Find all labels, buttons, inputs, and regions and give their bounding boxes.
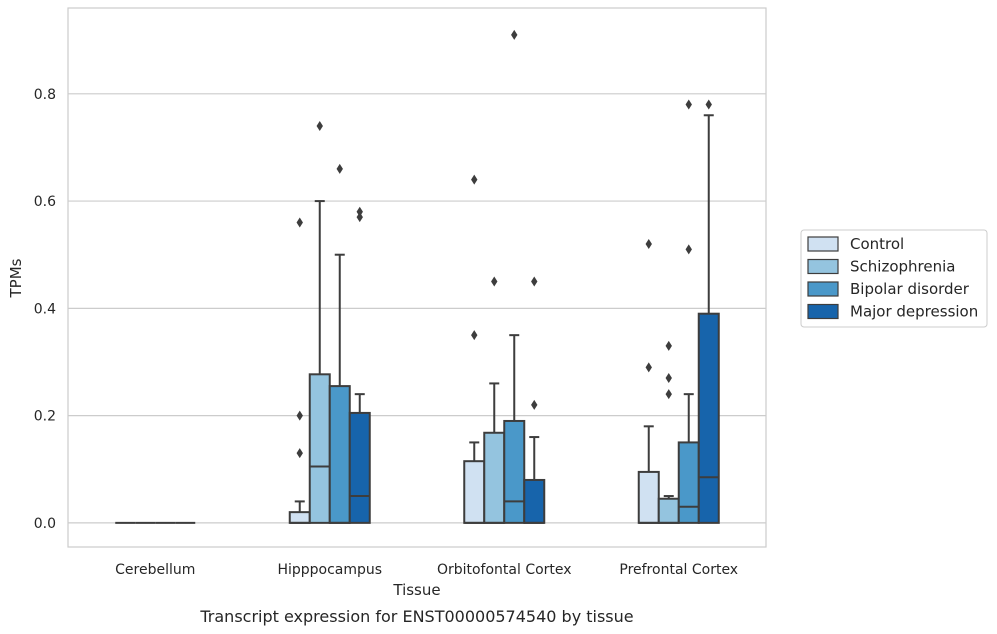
plot-frame [67,7,767,548]
boxes [115,29,720,524]
legend-label: Schizophrenia [850,258,955,276]
box-3-3 [697,99,720,524]
x-tick-label: Orbitofontal Cortex [437,562,572,578]
x-tick-label: Cerebellum [115,562,195,578]
legend-label: Control [850,235,904,253]
outlier-point [296,448,303,459]
outlier-point [665,389,672,400]
outlier-point [296,217,303,228]
box [483,431,506,524]
outlier-point [491,276,498,287]
outlier-point [356,206,363,217]
gridlines [68,93,766,524]
legend-item: Major depression [807,303,978,321]
outlier-point [705,99,712,110]
legend-swatch [807,303,839,320]
box-1-1 [308,120,331,524]
legend-item: Schizophrenia [807,258,955,276]
x-tick-label: Prefrontal Cortex [619,562,738,578]
box [463,460,486,524]
outlier-point [645,238,652,249]
legend-swatch [807,281,839,297]
box-2-3 [677,99,700,524]
y-tick-label: 0.0 [34,516,56,532]
outlier-point [511,29,518,40]
outlier-point [296,410,303,421]
x-tick-label: Hipppocampus [277,562,382,578]
y-tick-label: 0.2 [34,409,56,425]
box [328,385,351,524]
box-3-2 [523,276,546,524]
outlier-point [471,330,478,341]
outlier-point [665,373,672,384]
y-tick-label: 0.4 [34,301,56,317]
y-tick-label: 0.6 [34,194,56,210]
box [637,470,660,524]
y-tick-label: 0.8 [34,87,56,103]
box-1-2 [483,276,506,524]
legend-label: Major depression [850,303,978,321]
legend-swatch [807,236,839,252]
outlier-point [665,340,672,351]
box [697,312,720,524]
box-0-2 [463,174,486,524]
box [657,497,680,524]
outlier-point [316,120,323,131]
outlier-point [336,163,343,174]
box-3-1 [348,206,371,524]
legend-item: Bipolar disorder [807,280,970,298]
outlier-point [531,399,538,410]
y-tick-labels: 0.0 0.2 0.4 0.6 0.8 [34,87,56,532]
box [308,373,331,524]
chart-caption: Transcript expression for ENST0000057454… [199,607,633,626]
y-axis-title: TPMs [7,258,25,298]
legend-label: Bipolar disorder [850,280,970,298]
outlier-point [685,99,692,110]
legend-swatch [807,258,839,275]
box-2-2 [503,29,526,524]
box [503,419,526,524]
outlier-point [356,212,363,223]
box [348,411,371,524]
outlier-point [471,174,478,185]
legend: Control Schizophrenia Bipolar disorder Majo… [800,229,988,328]
legend-item: Control [807,235,904,253]
outlier-point [645,362,652,373]
box [523,478,546,524]
x-tick-labels: Cerebellum Hipppocampus Orbitofontal Corte… [115,562,738,578]
box-2-1 [328,163,351,524]
outlier-point [685,244,692,255]
box-0-1 [288,217,311,524]
x-axis-title: Tissue [392,581,440,599]
box [677,441,700,524]
outlier-point [531,276,538,287]
box-0-3 [637,238,660,524]
legend-frame [800,229,988,328]
box [288,511,311,524]
box-1-3 [657,340,680,524]
